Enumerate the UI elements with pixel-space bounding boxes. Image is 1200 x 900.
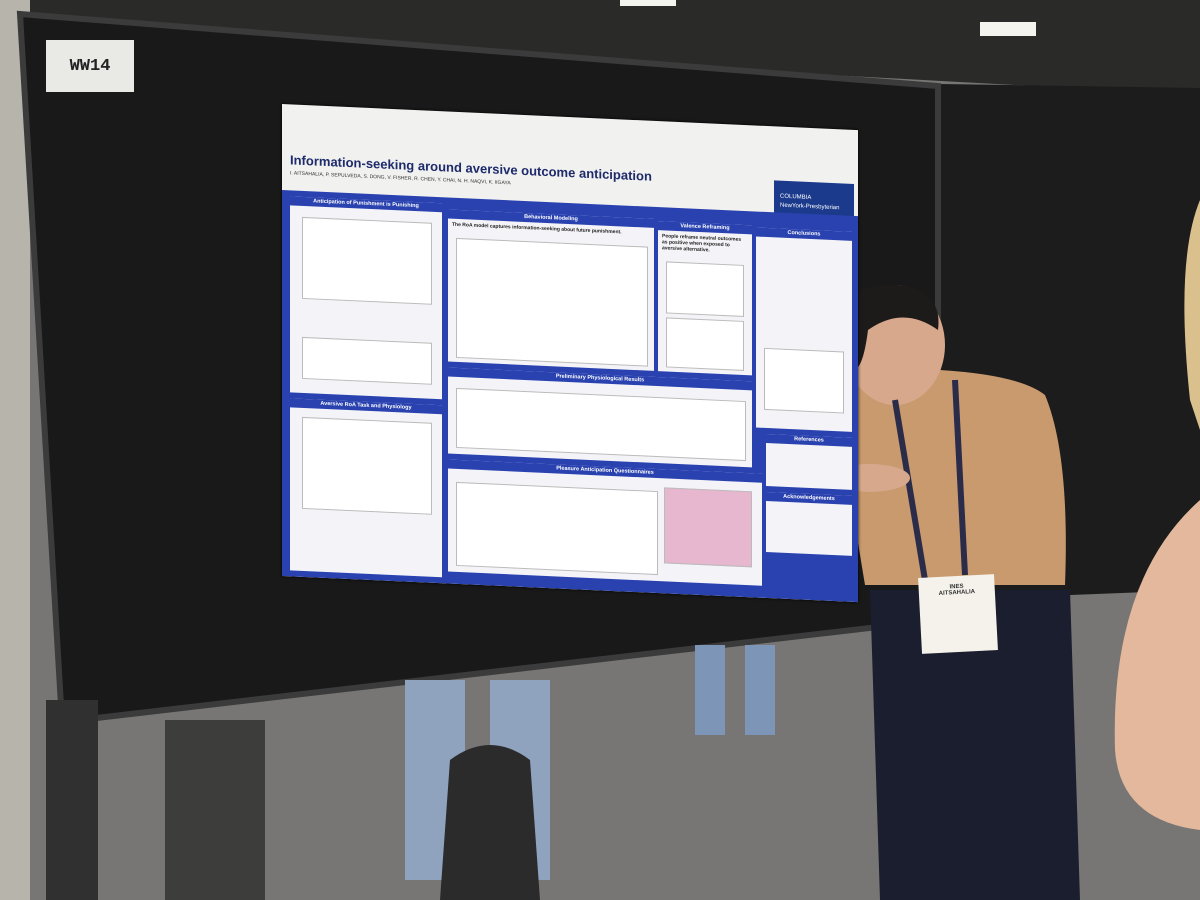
ceiling-light <box>620 0 676 6</box>
backpack <box>440 745 540 900</box>
pants <box>870 590 1080 900</box>
legs <box>165 720 265 900</box>
figure <box>666 261 744 317</box>
figure <box>456 481 658 576</box>
section-heading: Anticipation of Punishment is Punishing <box>290 196 442 213</box>
foreground-person <box>1114 500 1200 830</box>
figure <box>664 487 752 568</box>
figure <box>456 387 746 462</box>
panel: Behavioral Modeling The RoA model captur… <box>448 209 654 371</box>
board-label: WW14 <box>46 40 134 92</box>
legs <box>695 645 725 735</box>
foreground-hair <box>1184 200 1200 430</box>
hair <box>836 284 939 370</box>
logo: COLUMBIA <box>780 193 812 201</box>
wall-edge <box>0 0 30 900</box>
section-heading: Conclusions <box>756 227 852 241</box>
panel: Conclusions <box>756 227 852 432</box>
top <box>835 369 1066 585</box>
figure <box>302 336 432 385</box>
lanyard <box>892 379 968 581</box>
figure <box>666 317 744 371</box>
board-leg <box>46 700 98 900</box>
figure <box>302 216 432 305</box>
poster-body: Anticipation of Punishment is Punishing … <box>282 190 858 603</box>
section-heading: Valence Reframing <box>658 221 752 235</box>
panel: Valence Reframing People reframe neutral… <box>658 221 752 376</box>
figure <box>302 416 432 515</box>
logo: NewYork-Presbyterian <box>780 202 840 211</box>
panel: References <box>766 433 852 490</box>
figure <box>764 347 844 414</box>
panel: Pleasure Anticipation Questionnaires <box>448 459 762 586</box>
legs <box>745 645 775 735</box>
ceiling-light <box>980 22 1036 36</box>
panel: Acknowledgements <box>766 491 852 556</box>
section-heading: References <box>766 433 852 447</box>
section-heading: Acknowledgements <box>766 491 852 505</box>
section-lead: People reframe neutral outcomes as posit… <box>662 233 742 254</box>
name-badge: INES AITSAHALIA <box>918 574 998 654</box>
ceiling <box>0 0 1200 95</box>
figure <box>456 237 648 367</box>
panel: Aversive RoA Task and Physiology <box>290 398 442 578</box>
panel: Preliminary Physiological Results <box>448 367 752 468</box>
poster: Information-seeking around aversive outc… <box>282 104 858 603</box>
panel: Anticipation of Punishment is Punishing <box>290 196 442 400</box>
section-heading: Aversive RoA Task and Physiology <box>290 398 442 415</box>
